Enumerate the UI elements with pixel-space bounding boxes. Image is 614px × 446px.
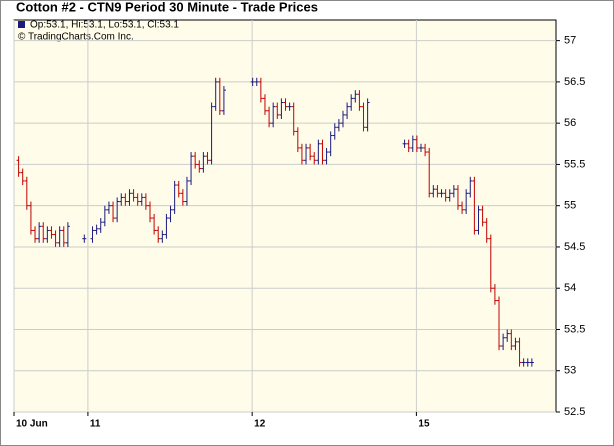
y-tick-label: 56.5 — [564, 76, 585, 88]
y-tick-label: 55 — [564, 200, 576, 212]
y-tick-label: 55.5 — [564, 158, 585, 170]
legend-text: Op:53.1, Hi:53.1, Lo:53.1, Cl:53.1 — [30, 20, 179, 31]
x-tick-label: 15 — [418, 419, 430, 430]
y-tick-label: 53 — [564, 365, 576, 377]
x-tick-label: 11 — [90, 419, 101, 430]
y-tick-label: 53.5 — [564, 323, 585, 335]
x-tick-label: 10 Jun — [16, 419, 48, 430]
y-tick-label: 54 — [564, 282, 576, 294]
legend-swatch — [18, 21, 25, 28]
x-tick-label: 12 — [254, 419, 266, 430]
chart-title: Cotton #2 - CTN9 Period 30 Minute - Trad… — [16, 0, 318, 14]
y-tick-label: 52.5 — [564, 406, 585, 418]
y-tick-label: 57 — [564, 35, 576, 47]
y-tick-label: 54.5 — [564, 241, 585, 253]
y-tick-label: 56 — [564, 117, 576, 129]
copyright: © TradingCharts.Com Inc. — [18, 32, 134, 43]
